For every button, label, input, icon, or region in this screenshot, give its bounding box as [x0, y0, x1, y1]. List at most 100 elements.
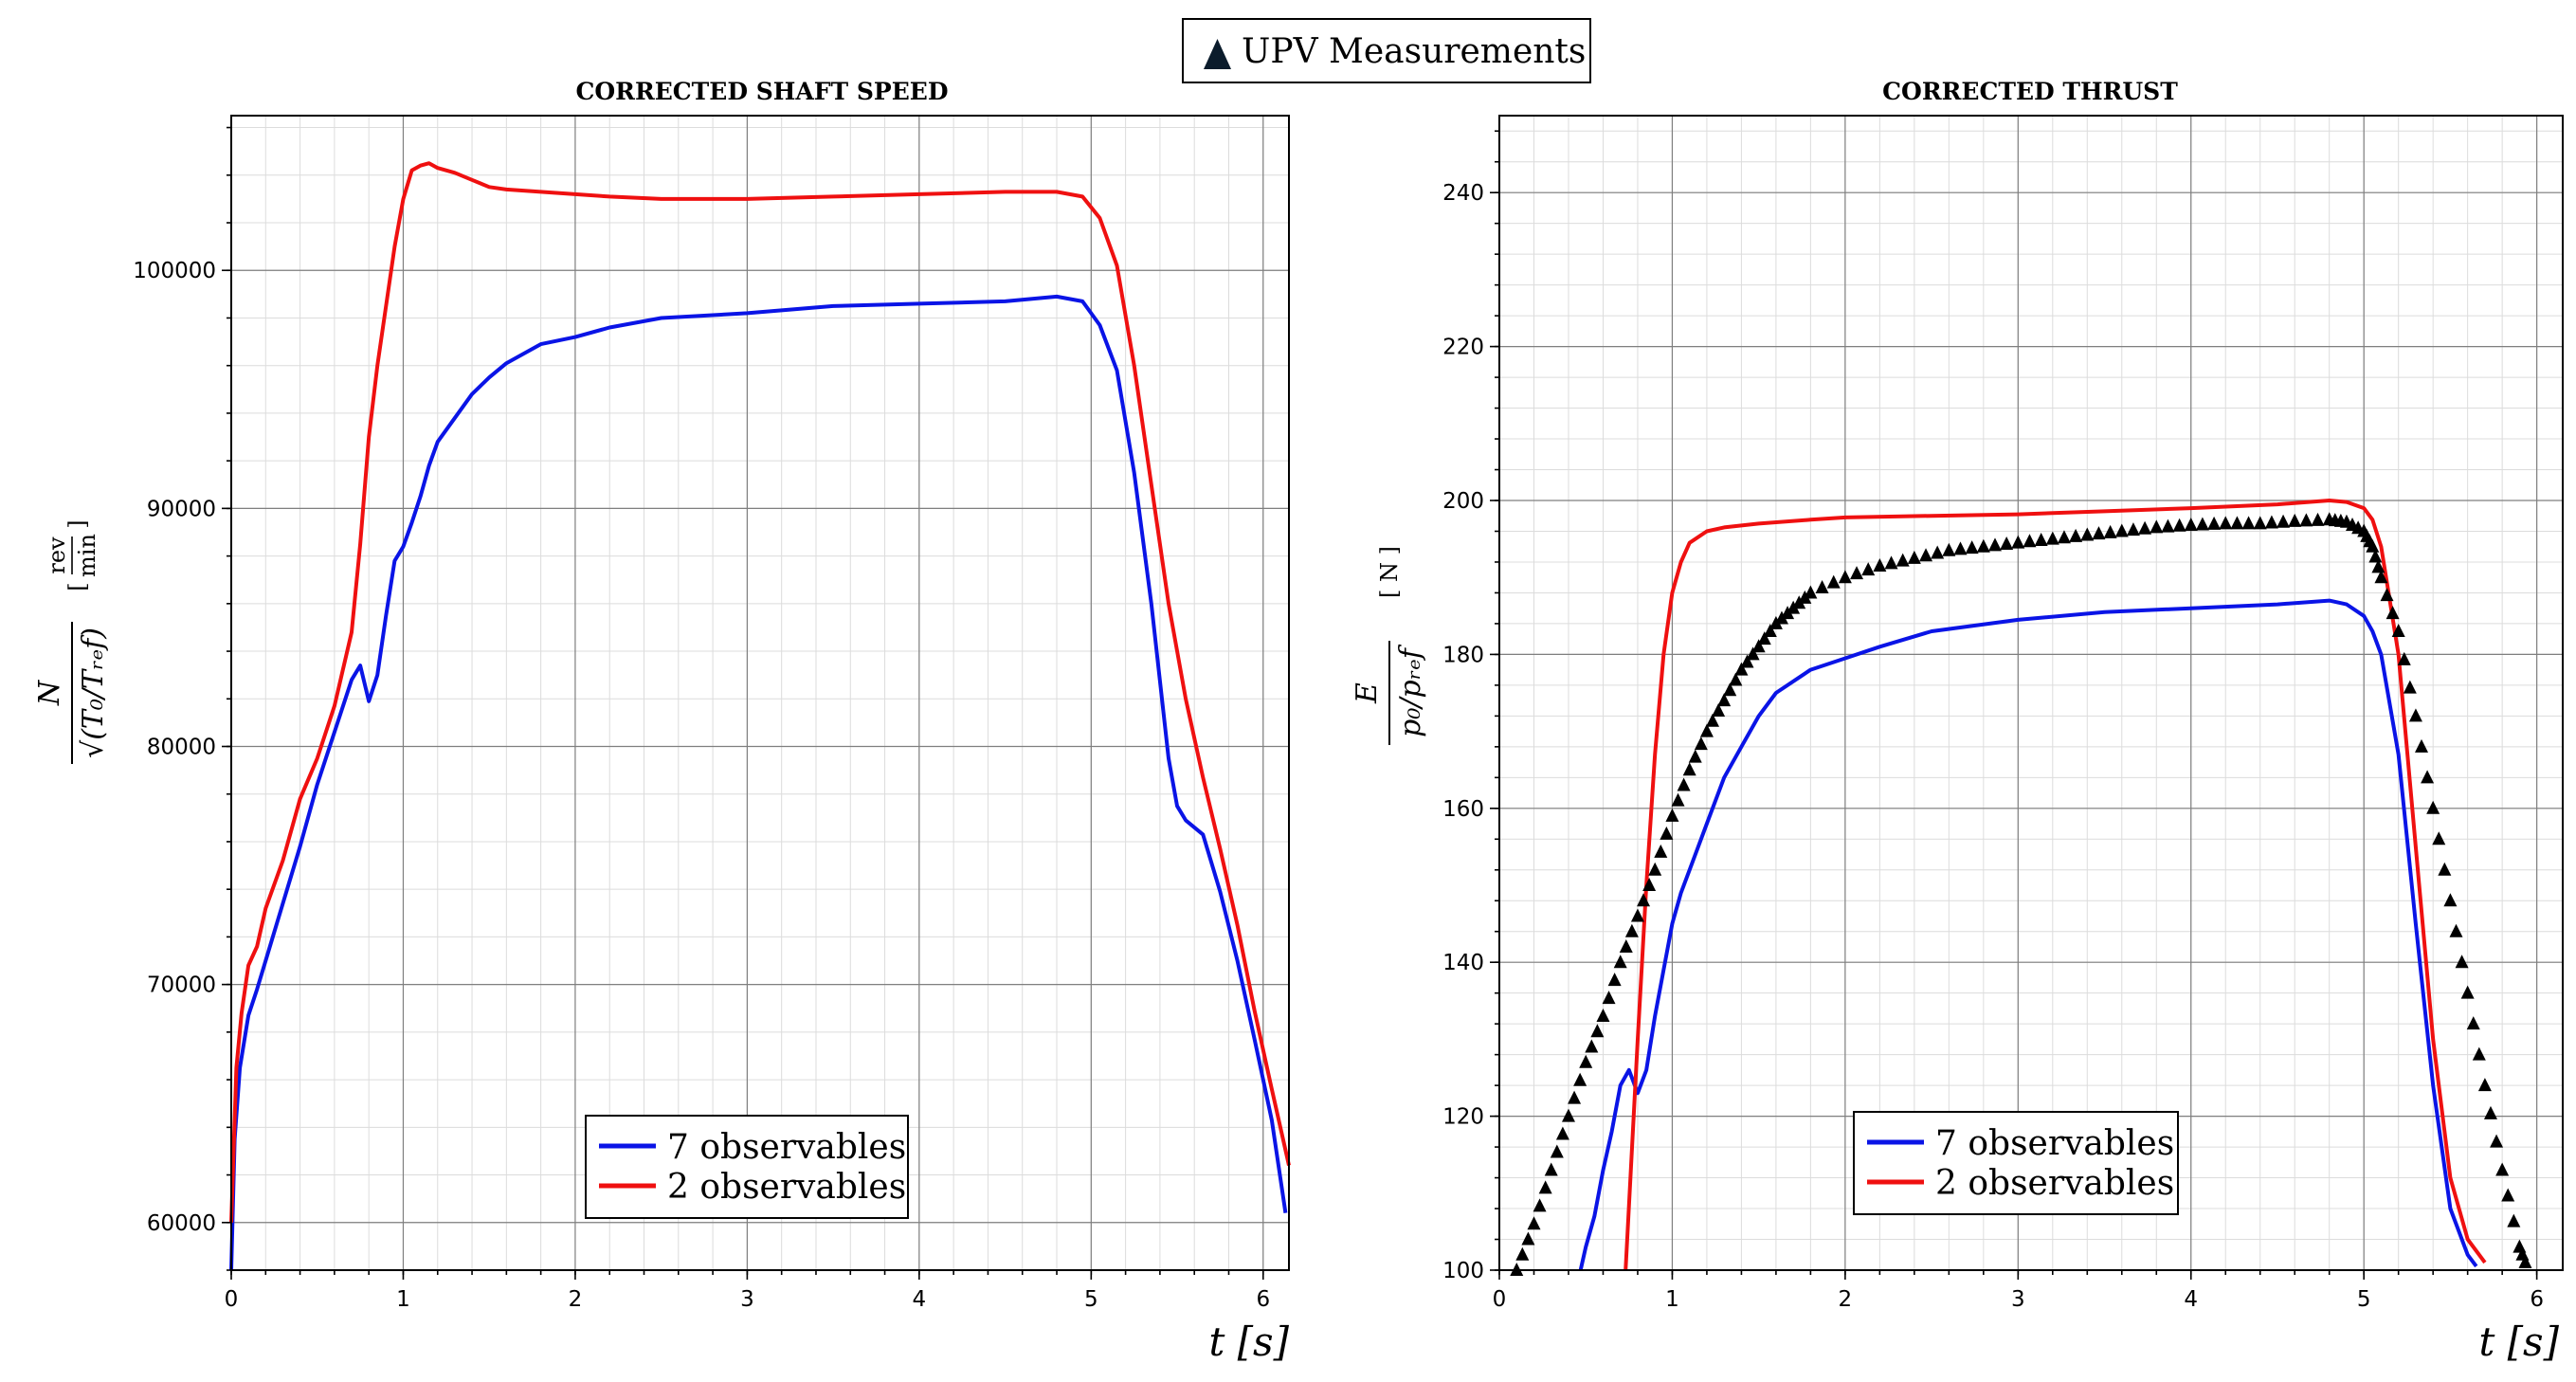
shaft-speed-ytick-label: 90000	[147, 497, 216, 521]
upv-measurement-point	[1740, 654, 1754, 668]
upv-measurement-point	[1729, 672, 1743, 686]
thrust-ytick-label: 240	[1442, 181, 1484, 206]
upv-measurement-point	[2366, 538, 2380, 553]
shaft-speed-axes-frame	[230, 115, 1290, 1271]
upv-measurement-point	[2092, 526, 2106, 540]
upv-measurement-point	[2000, 536, 2014, 551]
thrust-legend-label-2obs: 2 observables	[1935, 1164, 2174, 1203]
upv-measurement-point	[1826, 574, 1841, 589]
thrust-title: CORRECTED THRUST	[1882, 78, 2178, 105]
upv-measurement-point	[1550, 1144, 1564, 1158]
upv-measurement-point	[2374, 570, 2388, 584]
thrust-xtick-label: 5	[2357, 1287, 2371, 1312]
upv-measurement-point	[1619, 938, 1633, 953]
upv-measurement-point	[1953, 541, 1968, 555]
upv-measurement-point	[2011, 535, 2025, 549]
upv-measurement-point	[1884, 555, 1898, 570]
shaft-speed-xtick-label: 0	[225, 1287, 239, 1312]
upv-measurement-point	[1613, 955, 1627, 969]
thrust-xtick-label: 1	[1665, 1287, 1679, 1312]
upv-measurement-point	[2449, 923, 2463, 937]
upv-measurement-markers	[1510, 512, 2532, 1276]
upv-measurement-point	[1861, 562, 1876, 576]
upv-measurement-point	[1573, 1072, 1587, 1086]
upv-measurement-point	[1746, 646, 1760, 661]
shaft-speed-yunit-close: ]	[64, 519, 91, 528]
upv-measurement-point	[1699, 723, 1714, 737]
shaft-speed-ytick-label: 70000	[147, 973, 216, 998]
upv-measurement-point	[2069, 528, 2083, 542]
upv-measurement-point	[2288, 513, 2302, 527]
upv-legend-box	[1182, 18, 1591, 83]
thrust-ticks: 0 1 2 3 4 5 6 100 120 140 160 180 200 220 240	[1442, 130, 2544, 1312]
upv-measurement-point	[2501, 1188, 2515, 1202]
upv-measurement-point	[1596, 1009, 1610, 1023]
shaft-speed-ticks: 0 1 2 3 4 5 6 60000 70000 80000 90000 100000	[133, 126, 1270, 1312]
upv-measurement-point	[2184, 517, 2198, 531]
thrust-xtick-label: 3	[2011, 1287, 2025, 1312]
thrust-ytick-label: 120	[1442, 1105, 1484, 1130]
thrust-ylabel-numerator: E	[1351, 682, 1384, 704]
thrust-xtick-label: 4	[2184, 1287, 2198, 1312]
upv-measurement-point	[2386, 606, 2400, 620]
upv-measurement-point	[1688, 749, 1702, 763]
shaft-speed-ytick-label: 80000	[147, 736, 216, 760]
thrust-xtick-label: 6	[2530, 1287, 2544, 1312]
upv-measurement-point	[1815, 580, 1829, 594]
shaft-speed-ylabel: N √(T₀/Tᵣₑf) [ rev min ]	[33, 519, 110, 764]
upv-measurement-point	[2080, 527, 2095, 541]
upv-measurement-point	[1717, 693, 1732, 707]
upv-measurement-point	[2403, 680, 2417, 694]
upv-measurement-point	[2023, 534, 2037, 548]
upv-measurement-point	[1919, 548, 1933, 562]
upv-measurement-point	[1590, 1024, 1605, 1038]
shaft-speed-xtick-label: 6	[1256, 1287, 1270, 1312]
shaft-speed-series	[229, 161, 1291, 1271]
shaft-speed-legend-box	[585, 1115, 909, 1219]
upv-measurement-point	[1804, 585, 1818, 599]
upv-measurement-point	[2472, 1046, 2486, 1061]
shaft-speed-ytick-label: 60000	[147, 1211, 216, 1236]
thrust-ytick-label: 180	[1442, 643, 1484, 667]
upv-measurement-point	[1942, 542, 1956, 556]
thrust-legend: 7 observables 2 observables	[1853, 1111, 2179, 1215]
upv-measurement-point	[2241, 516, 2256, 530]
shaft-speed-xtick-label: 4	[913, 1287, 927, 1312]
shaft-speed-xtick-label: 5	[1084, 1287, 1098, 1312]
upv-measurement-point	[2126, 522, 2140, 536]
thrust-legend-label-7obs: 7 observables	[1935, 1124, 2174, 1163]
thrust-legend-box	[1853, 1111, 2179, 1215]
upv-measurement-point	[2368, 549, 2383, 563]
shaft-speed-ylabel-numerator: N	[33, 679, 66, 706]
shaft-speed-yunit-open: [	[64, 582, 91, 591]
upv-measurement-point	[1538, 1180, 1552, 1194]
upv-measurement-point	[2421, 770, 2435, 784]
upv-measurement-point	[1694, 736, 1708, 751]
upv-measurement-point	[2299, 513, 2313, 527]
thrust-series-2-observables	[1624, 499, 2487, 1271]
upv-measurement-point	[1873, 558, 1887, 573]
shaft-speed-ylabel-denominator: √(T₀/Tᵣₑf)	[77, 627, 110, 758]
upv-measurement-point	[2253, 516, 2267, 530]
upv-measurement-point	[2477, 1078, 2492, 1092]
upv-measurement-point	[2230, 516, 2244, 530]
upv-measurement-point	[2034, 532, 2048, 546]
upv-measurement-point	[1712, 702, 1726, 717]
shaft-speed-yunit-num: rev	[44, 536, 70, 574]
upv-measurement-point	[2103, 524, 2117, 538]
upv-measurement-point	[2432, 831, 2446, 846]
upv-measurement-point	[1671, 792, 1685, 807]
thrust-ytick-label: 200	[1442, 489, 1484, 514]
upv-measurement-point	[2057, 530, 2071, 544]
upv-measurement-point	[1931, 545, 1945, 559]
shaft-speed-series-2-observables	[229, 161, 1291, 1223]
upv-measurement-point	[2518, 1254, 2532, 1268]
upv-measurement-point	[1763, 624, 1777, 638]
upv-measurement-point	[2219, 516, 2233, 530]
upv-measurement-point	[2172, 518, 2186, 532]
upv-measurement-point	[1521, 1231, 1535, 1246]
shaft-speed-xlabel: t [s]	[1208, 1318, 1289, 1365]
thrust-xtick-label: 2	[1839, 1287, 1853, 1312]
shaft-speed-ytick-label: 100000	[133, 259, 216, 283]
